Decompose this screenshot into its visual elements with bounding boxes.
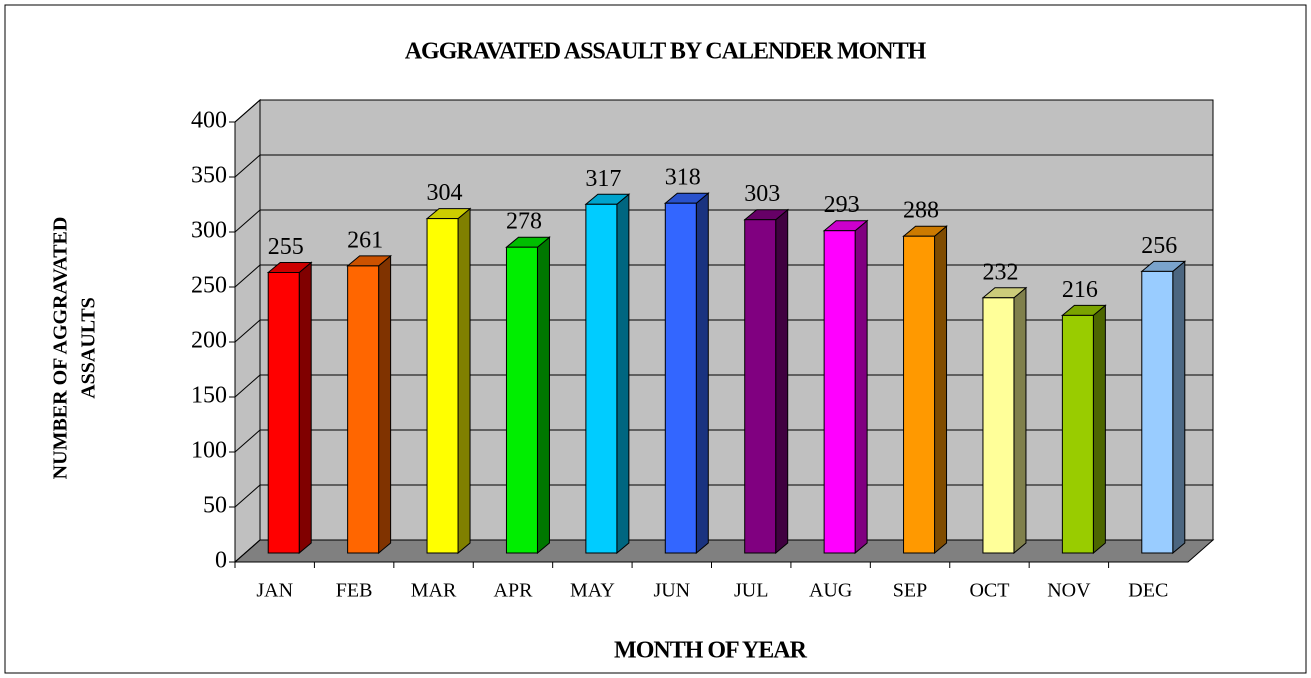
x-tick-label: OCT	[969, 580, 1009, 602]
bar	[982, 297, 1015, 554]
x-axis-label: MONTH OF YEAR	[614, 638, 808, 664]
grid-line	[234, 209, 261, 233]
y-axis-label: NUMBER OF AGGRAVATED	[50, 217, 72, 480]
y-axis-label: ASSAULTS	[78, 297, 100, 399]
value-label: 293	[824, 192, 860, 218]
bar	[903, 235, 936, 554]
value-label: 318	[665, 165, 701, 191]
y-tick-label: 50	[203, 493, 227, 519]
bar-side	[775, 208, 789, 555]
x-tick-label: MAR	[411, 580, 457, 602]
y-tick-label: 100	[191, 438, 227, 464]
grid-line	[234, 484, 261, 508]
bar-side	[1172, 260, 1186, 555]
y-tick-label: 300	[191, 218, 227, 244]
bar-side	[298, 261, 312, 555]
bar-side	[854, 219, 868, 555]
bar	[823, 230, 856, 554]
bar	[267, 272, 300, 554]
x-tick-label: JUN	[653, 580, 690, 602]
bar	[664, 202, 697, 554]
x-tick-label: JUL	[734, 580, 768, 602]
y-tick-label: 350	[191, 163, 227, 189]
grid-line	[234, 154, 261, 178]
x-tick-label: MAY	[570, 580, 615, 602]
bar-side	[536, 236, 550, 555]
bar-side	[934, 225, 948, 555]
bar	[744, 219, 777, 554]
value-label: 288	[903, 198, 939, 224]
value-label: 232	[982, 259, 1018, 285]
x-tick-label: AUG	[809, 580, 852, 602]
bar-side	[616, 193, 630, 555]
x-tick-label: FEB	[336, 580, 373, 602]
x-tick-label: NOV	[1047, 580, 1091, 602]
x-tick-label: DEC	[1128, 580, 1168, 602]
value-label: 216	[1062, 277, 1098, 303]
x-tick-label: SEP	[893, 580, 927, 602]
grid-line	[234, 264, 261, 288]
bar-side	[378, 254, 392, 555]
y-tick-label: 250	[191, 273, 227, 299]
value-label: 255	[268, 234, 304, 260]
value-label: 261	[347, 227, 383, 253]
value-label: 317	[585, 166, 621, 192]
value-label: 304	[427, 180, 463, 206]
bar-side	[695, 192, 709, 555]
bar	[1061, 314, 1094, 554]
value-label: 278	[506, 209, 542, 235]
bar	[585, 203, 618, 554]
bar	[426, 218, 459, 554]
bar-side	[1092, 304, 1106, 555]
grid-line	[234, 429, 261, 453]
value-label: 303	[744, 181, 780, 207]
bar-side	[457, 207, 471, 555]
y-tick-label: 150	[191, 383, 227, 409]
grid-line	[234, 539, 261, 563]
value-label: 256	[1141, 233, 1177, 259]
bar-side	[1013, 286, 1027, 555]
y-tick-label: 0	[215, 548, 227, 574]
bar	[1141, 270, 1174, 554]
bar	[505, 246, 538, 554]
x-tick-label: APR	[494, 580, 534, 602]
y-tick-label: 400	[191, 108, 227, 134]
grid-line	[234, 319, 261, 343]
x-tick-label: JAN	[256, 580, 293, 602]
y-tick-label: 200	[191, 328, 227, 354]
chart-title: AGGRAVATED ASSAULT BY CALENDER MONTH	[405, 39, 927, 65]
bar	[347, 265, 380, 554]
grid-line	[234, 99, 261, 123]
grid-line	[234, 374, 261, 398]
